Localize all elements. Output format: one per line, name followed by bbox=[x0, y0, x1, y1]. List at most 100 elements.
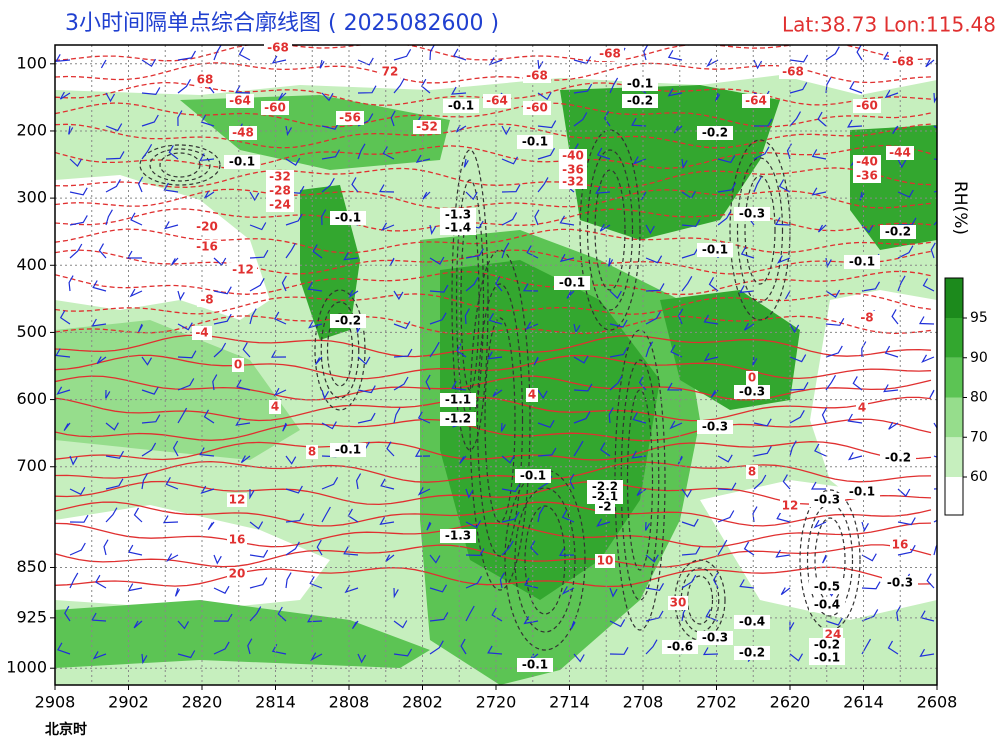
contour-label: -0.3 bbox=[887, 576, 913, 590]
wind-barb bbox=[814, 443, 827, 457]
wind-barb bbox=[537, 506, 545, 523]
wind-barb bbox=[599, 223, 611, 232]
wind-barb bbox=[609, 290, 622, 300]
wind-barb bbox=[523, 616, 539, 625]
x-tick-label: 2808 bbox=[329, 693, 370, 712]
wind-barb bbox=[681, 574, 697, 589]
contour-label-bg bbox=[809, 580, 845, 594]
wind-barb bbox=[213, 313, 232, 325]
contour-label-bg bbox=[523, 69, 551, 83]
wind-barb bbox=[141, 442, 157, 457]
wind-barb bbox=[393, 376, 409, 391]
wind-barb bbox=[465, 276, 479, 292]
wind-barb bbox=[573, 653, 585, 663]
wind-barb bbox=[69, 572, 79, 589]
contour-label: 12 bbox=[229, 493, 246, 507]
contour-label: -0.4 bbox=[814, 598, 840, 612]
wind-barb bbox=[678, 308, 684, 325]
y-tick-label: 700 bbox=[16, 456, 47, 475]
wind-barb bbox=[782, 474, 791, 490]
contour-label-bg bbox=[227, 493, 247, 507]
wind-barb bbox=[681, 546, 701, 556]
contour-label-bg bbox=[440, 412, 476, 426]
y-tick-label: 100 bbox=[16, 53, 47, 72]
wind-barb bbox=[133, 620, 143, 629]
wind-barb bbox=[343, 546, 359, 556]
wind-barb bbox=[270, 349, 287, 358]
contour-label: -64 bbox=[486, 94, 508, 108]
rh-moist-area bbox=[55, 600, 430, 668]
wind-barb bbox=[573, 355, 589, 364]
omega-contour bbox=[320, 301, 360, 399]
wind-barb bbox=[463, 158, 469, 168]
wind-barb bbox=[321, 389, 330, 400]
wind-barb bbox=[59, 310, 71, 325]
wind-barb bbox=[249, 549, 269, 558]
wind-barb bbox=[922, 278, 935, 292]
contour-label-bg bbox=[780, 499, 800, 513]
wind-barb bbox=[789, 323, 800, 334]
wind-barb bbox=[213, 641, 230, 655]
wind-barb bbox=[645, 610, 664, 622]
contour-label-bg bbox=[330, 314, 366, 328]
wind-barb bbox=[213, 613, 233, 622]
wind-barb bbox=[429, 612, 449, 622]
wind-barb bbox=[681, 518, 699, 527]
wind-barb bbox=[177, 322, 193, 331]
wind-barb bbox=[753, 474, 767, 490]
contour-label: -0.1 bbox=[522, 658, 548, 672]
wind-barb bbox=[393, 49, 412, 61]
wind-barb bbox=[929, 389, 935, 399]
wind-barb bbox=[859, 191, 865, 201]
wind-barb bbox=[609, 619, 626, 628]
contour-label: -16 bbox=[196, 240, 218, 254]
wind-barb bbox=[285, 213, 303, 226]
wind-barb bbox=[137, 176, 144, 193]
wind-barb bbox=[100, 59, 107, 69]
contour-label: -0.1 bbox=[702, 243, 728, 257]
wind-barb bbox=[897, 275, 906, 292]
wind-barb bbox=[165, 477, 179, 490]
wind-barb bbox=[347, 508, 359, 523]
wind-barb bbox=[69, 455, 78, 466]
contour-label: 4 bbox=[271, 400, 279, 414]
wind-barb bbox=[69, 215, 88, 226]
wind-barb bbox=[933, 543, 937, 556]
contour-label: -0.1 bbox=[335, 443, 361, 457]
wind-barb bbox=[774, 217, 791, 226]
wind-barb bbox=[96, 356, 107, 365]
wind-barb bbox=[249, 191, 260, 202]
contour-label: -56 bbox=[339, 111, 361, 125]
x-tick-label: 2620 bbox=[770, 693, 811, 712]
contour-label-bg bbox=[440, 529, 476, 543]
wind-barb bbox=[464, 308, 470, 325]
wind-barb bbox=[321, 506, 331, 523]
contour-label-bg bbox=[229, 263, 257, 277]
wind-barb bbox=[415, 154, 431, 164]
wind-barb bbox=[495, 276, 503, 292]
wind-barb bbox=[925, 59, 935, 68]
temperature-contour bbox=[55, 102, 932, 128]
wind-barb bbox=[825, 289, 841, 298]
contour-label-bg bbox=[517, 135, 553, 149]
wind-barb bbox=[141, 356, 153, 366]
wind-barb bbox=[282, 422, 288, 432]
wind-barb bbox=[717, 510, 735, 523]
contour-label-bg bbox=[443, 99, 479, 113]
contour-label-bg bbox=[232, 358, 244, 372]
wind-barb bbox=[645, 311, 662, 325]
temperature-contour bbox=[55, 167, 932, 189]
wind-barb bbox=[315, 356, 323, 365]
temperature-contour bbox=[55, 315, 932, 335]
wind-barb bbox=[429, 45, 435, 61]
contour-label-bg bbox=[880, 451, 916, 465]
chart-title: 3小时间隔单点综合廓线图 ( 2025082600 ) bbox=[65, 11, 499, 36]
y-tick-label: 925 bbox=[16, 607, 47, 626]
temperature-contour bbox=[55, 522, 932, 548]
wind-barb bbox=[884, 345, 899, 358]
contour-label-bg bbox=[697, 420, 733, 434]
contour-label: 8 bbox=[748, 465, 756, 479]
contour-label-bg bbox=[889, 55, 917, 69]
wind-barb bbox=[199, 447, 215, 457]
contour-label-bg bbox=[596, 47, 624, 61]
